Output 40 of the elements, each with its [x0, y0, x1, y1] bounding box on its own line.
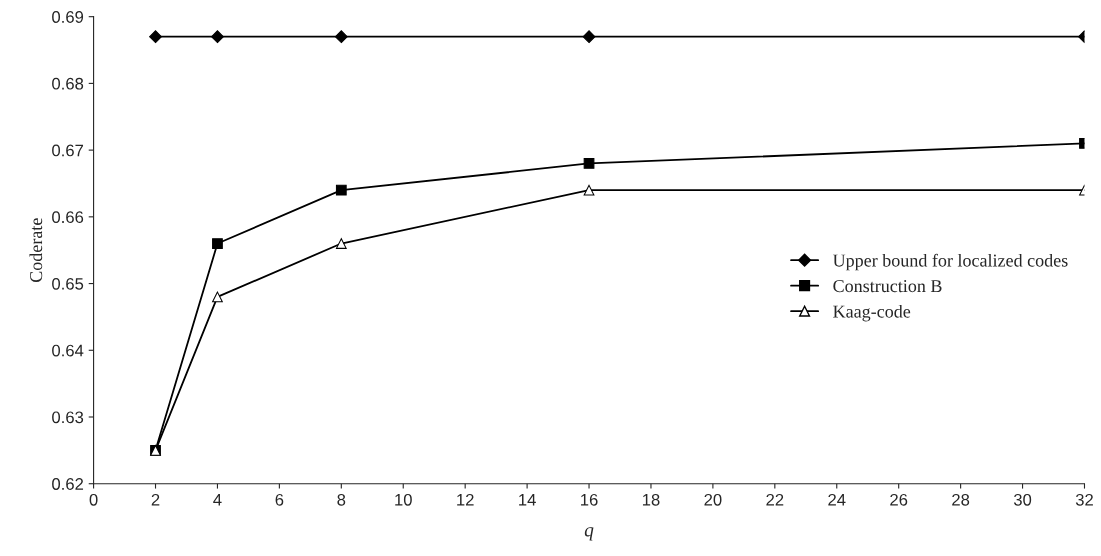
legend-label: Construction B — [833, 280, 942, 293]
x-tick-label: 12 — [457, 493, 474, 506]
x-tick-label: 30 — [1013, 493, 1032, 506]
point — [211, 30, 224, 44]
x-tick-label: 22 — [766, 493, 784, 506]
point — [212, 291, 223, 303]
x-tick-label: 6 — [275, 493, 284, 506]
x-axis-title: q — [584, 527, 594, 541]
x-tick-label: 26 — [890, 493, 908, 506]
x-tick-label: 32 — [1075, 493, 1093, 506]
point — [335, 238, 347, 249]
y-tick-label: 0.69 — [52, 11, 84, 23]
y-tick-label: 0.66 — [52, 211, 84, 224]
y-tick-label: 0.68 — [52, 77, 84, 90]
x-tick-label: 4 — [213, 494, 222, 506]
point — [583, 184, 595, 196]
y-tick-label: 0.67 — [52, 144, 84, 157]
x-tick-label: 16 — [581, 493, 598, 506]
point — [583, 158, 595, 169]
y-tick-label: 0.62 — [52, 478, 84, 490]
point — [582, 30, 596, 44]
x-tick-label: 8 — [337, 493, 346, 506]
x-tick-label: 18 — [642, 493, 660, 506]
point — [335, 184, 347, 196]
point — [212, 238, 223, 249]
x-tick-label: 28 — [952, 493, 970, 506]
legend-label: Kaag-code — [833, 304, 911, 322]
y-tick-label: 0.65 — [52, 277, 84, 290]
y-axis-title: Coderate — [29, 218, 43, 283]
x-tick-label: 20 — [704, 493, 722, 506]
x-tick-label: 10 — [395, 493, 412, 506]
x-tick-label: 0 — [89, 493, 98, 506]
x-tick-label: 24 — [828, 493, 846, 506]
x-tick-label: 2 — [151, 493, 160, 506]
x-tick-label: 14 — [519, 494, 536, 506]
point — [334, 30, 348, 44]
y-tick-label: 0.63 — [52, 411, 84, 424]
point — [149, 30, 162, 44]
y-tick-label: 0.64 — [52, 344, 84, 357]
legend-label: Upper bound for localized codes — [832, 253, 1068, 271]
